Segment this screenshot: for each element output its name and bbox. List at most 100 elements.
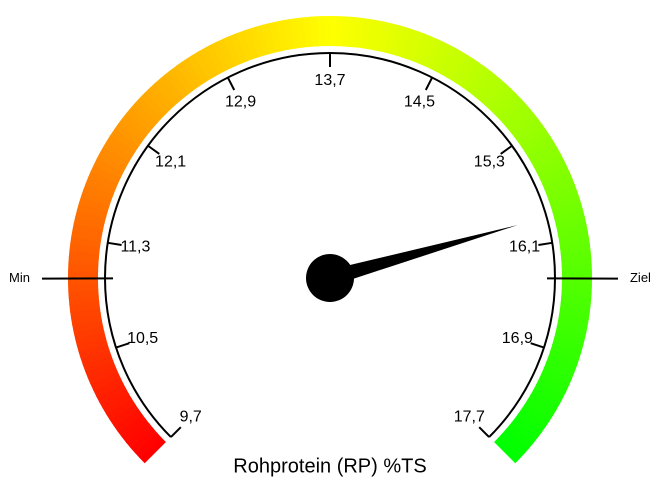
gauge-band	[130, 101, 159, 128]
gauge-band	[494, 92, 521, 120]
gauge-band	[527, 394, 557, 417]
gauge-band	[552, 203, 584, 220]
gauge-band	[533, 152, 565, 174]
gauge-band	[494, 437, 521, 464]
gauge-band	[533, 383, 564, 405]
gauge-band	[70, 235, 102, 248]
gauge-band	[72, 222, 104, 236]
gauge-band	[282, 19, 295, 50]
gauge-band	[429, 41, 451, 72]
needle	[327, 225, 518, 286]
chart-title: Rohprotein (RP) %TS	[233, 455, 426, 477]
gauge-band	[546, 355, 577, 374]
gauge-band	[114, 122, 144, 147]
gauge-band	[242, 28, 260, 60]
gauge-band	[154, 77, 181, 106]
gauge-band	[413, 33, 432, 65]
gauge-band	[554, 210, 586, 226]
gauge-band	[553, 332, 585, 348]
gauge-band	[435, 44, 457, 75]
gauge-band	[556, 223, 588, 237]
tick-label: 12,1	[155, 153, 186, 170]
gauge-band	[181, 57, 205, 87]
gauge-band	[401, 28, 419, 60]
gauge-band	[255, 24, 272, 56]
gauge-band	[95, 382, 127, 404]
tick-mark	[530, 342, 545, 349]
gauge-band	[74, 330, 106, 346]
gauge-band	[73, 215, 105, 230]
gauge-band	[552, 338, 584, 354]
tick-mark	[424, 77, 434, 91]
gauge-band	[446, 51, 469, 81]
tick-label: 9,7	[180, 409, 202, 426]
gauge-band	[360, 18, 373, 50]
gauge-band	[139, 91, 167, 119]
gauge-band	[517, 124, 547, 148]
tick-label: 15,3	[474, 153, 505, 170]
gauge-band	[548, 190, 580, 208]
gauge-band	[149, 82, 176, 110]
gauge-band	[93, 157, 124, 179]
gauge-band	[129, 427, 158, 454]
gauge-band	[75, 208, 107, 224]
gauge-band	[139, 436, 166, 464]
gauge-band	[550, 197, 582, 214]
gauge-band	[211, 40, 232, 72]
marker-label: Min	[9, 270, 30, 285]
gauge-band	[217, 38, 237, 69]
gauge-band	[451, 54, 474, 85]
gauge-band	[68, 269, 99, 278]
gauge-band	[497, 433, 525, 460]
gauge-band	[555, 326, 587, 341]
gauge-band	[193, 50, 216, 81]
gauge-band	[309, 16, 320, 47]
gauge-band	[199, 47, 221, 78]
gauge-band	[440, 47, 463, 78]
gauge-band	[536, 159, 568, 180]
gauge-band	[372, 20, 386, 52]
tick-label: 14,5	[404, 94, 435, 111]
gauge-band	[513, 414, 542, 439]
gauge-band	[378, 21, 393, 53]
gauge-band	[557, 314, 589, 328]
gauge-band	[541, 171, 573, 191]
gauge-band	[550, 343, 582, 361]
gauge-band	[354, 17, 366, 49]
gauge-band	[316, 16, 326, 47]
gauge-band	[527, 141, 558, 164]
gauge-band	[556, 320, 588, 334]
gauge-band	[122, 112, 151, 137]
gauge-band	[71, 313, 102, 326]
gauge-band	[561, 257, 592, 268]
gauge-band	[558, 230, 589, 243]
gauge-band	[110, 128, 140, 152]
gauge-band	[76, 202, 108, 218]
tick-mark	[147, 144, 160, 155]
gauge-band	[103, 139, 133, 162]
tick-mark	[107, 241, 122, 246]
tick-mark	[170, 426, 182, 438]
gauge-band	[520, 404, 550, 428]
tick-label: 16,9	[502, 330, 533, 347]
tick-mark	[538, 241, 553, 246]
gauge-band	[71, 228, 103, 242]
gauge-band	[118, 117, 147, 142]
tick-label: 17,7	[454, 409, 485, 426]
gauge-band	[561, 278, 592, 287]
gauge-band	[456, 58, 480, 88]
gauge-band	[366, 19, 380, 51]
gauge-band	[510, 113, 539, 138]
gauge-band	[521, 129, 551, 153]
gauge-band	[134, 432, 162, 459]
gauge-band	[536, 377, 567, 399]
gauge-band	[555, 216, 587, 231]
gauge-band	[546, 184, 578, 202]
gauge-band	[249, 26, 266, 58]
tick-label: 12,9	[225, 94, 256, 111]
gauge-band	[223, 35, 243, 67]
gauge-band	[204, 43, 226, 75]
gauge-band	[275, 20, 289, 52]
gauge-band	[99, 387, 130, 409]
